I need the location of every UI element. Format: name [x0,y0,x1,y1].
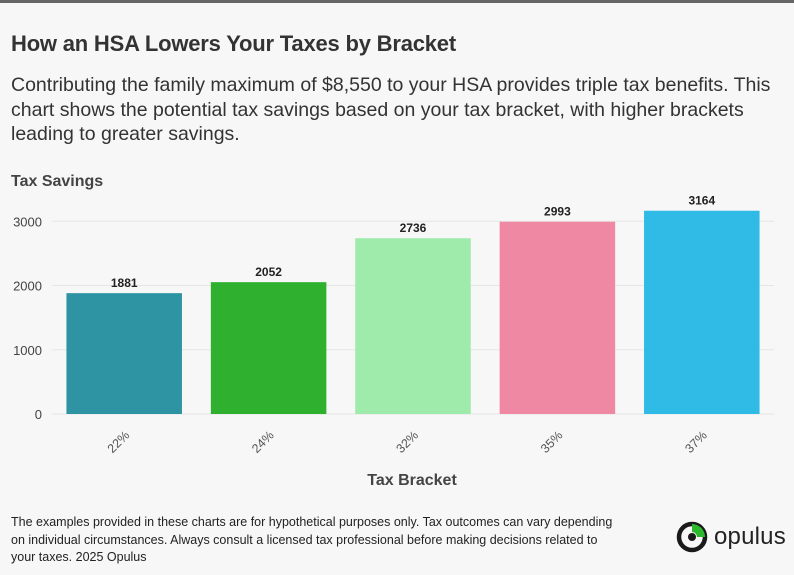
x-tick-label: 37% [682,428,710,456]
data-label: 1881 [111,276,138,290]
chart-title: How an HSA Lowers Your Taxes by Bracket [11,31,456,56]
disclaimer-text: The examples provided in these charts ar… [11,515,613,564]
opulus-logo-icon [676,521,708,553]
brand-logo: opulus [676,521,786,553]
bar [499,221,616,414]
chart-subtitle: Contributing the family maximum of $8,55… [11,74,771,145]
x-tick-label: 22% [105,428,133,456]
x-tick-label: 32% [394,428,422,456]
brand-name: opulus [714,523,786,550]
top-rule [0,0,794,3]
data-label: 3164 [688,194,715,208]
x-tick-label: 35% [538,428,566,456]
data-label: 2993 [544,205,571,219]
bar [66,293,182,414]
y-tick-label: 0 [35,407,42,422]
data-label: 2736 [400,221,427,235]
bar [355,238,471,414]
y-tick-label: 2000 [13,279,42,294]
y-tick-label: 1000 [13,343,42,358]
data-label: 2052 [255,265,282,279]
y-tick-label: 3000 [13,214,42,229]
bar [644,210,760,414]
x-tick-label: 24% [249,428,277,456]
bar-chart: 0 1000 2000 3000 1881 22% 2052 24% 2736 32% 2993 35… [13,194,774,489]
x-axis-label: Tax Bracket [367,472,457,489]
bar [210,282,327,414]
y-axis-label: Tax Savings [11,173,104,190]
